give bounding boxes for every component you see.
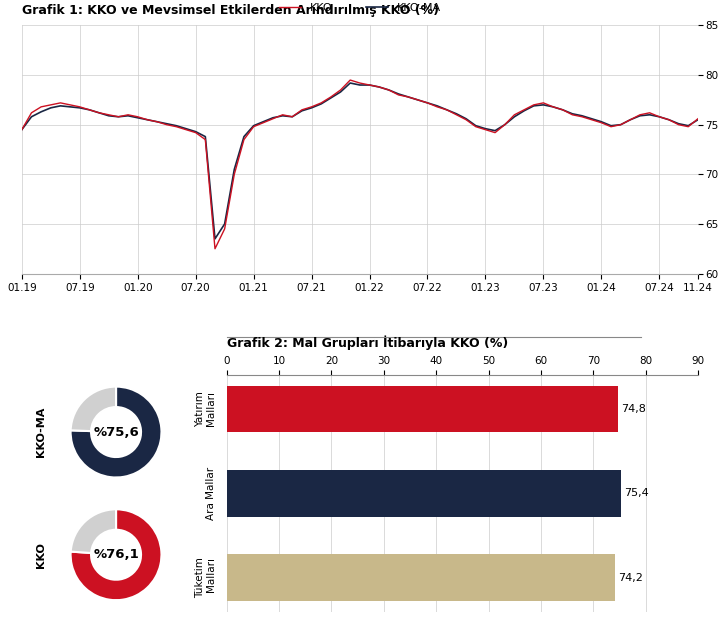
Line: KKO: KKO — [22, 80, 698, 248]
KKO-MA — [211, 235, 220, 243]
KKO — [443, 106, 451, 113]
KKO — [17, 126, 26, 134]
Text: 74,2: 74,2 — [618, 573, 643, 583]
KKO-MA — [674, 120, 683, 127]
KKO-MA — [646, 111, 654, 118]
Text: %76,1: %76,1 — [94, 548, 140, 561]
KKO-MA — [17, 126, 26, 134]
KKO — [674, 121, 683, 129]
KKO — [37, 103, 46, 111]
Wedge shape — [71, 387, 116, 431]
Text: %75,6: %75,6 — [94, 426, 140, 438]
Wedge shape — [71, 387, 161, 478]
Legend: KKO, KKO-MA: KKO, KKO-MA — [274, 0, 446, 18]
Text: Grafik 1: KKO ve Mevsimsel Etkilerden Arındırılmış KKO (%): Grafik 1: KKO ve Mevsimsel Etkilerden Ar… — [22, 4, 439, 17]
KKO-MA — [443, 106, 451, 113]
KKO — [114, 113, 123, 120]
KKO-MA — [365, 81, 374, 89]
KKO-MA — [114, 113, 123, 120]
KKO — [694, 115, 702, 122]
KKO-MA — [346, 79, 355, 87]
Bar — [227, 386, 619, 433]
KKO — [365, 81, 374, 89]
Text: 74,8: 74,8 — [621, 404, 646, 414]
Text: Grafik 2: Mal Grupları İtibarıyla KKO (%): Grafik 2: Mal Grupları İtibarıyla KKO (%… — [227, 336, 508, 350]
KKO — [211, 245, 220, 252]
Text: KKO-MA: KKO-MA — [36, 407, 46, 457]
Wedge shape — [71, 510, 161, 600]
Bar — [227, 470, 622, 517]
Line: KKO-MA: KKO-MA — [22, 83, 698, 239]
Text: KKO: KKO — [36, 542, 46, 568]
Bar — [227, 554, 615, 601]
KKO — [346, 76, 355, 84]
Wedge shape — [71, 510, 116, 553]
KKO — [646, 109, 654, 117]
KKO-MA — [694, 116, 702, 124]
Text: 75,4: 75,4 — [624, 489, 649, 498]
KKO-MA — [37, 108, 46, 116]
